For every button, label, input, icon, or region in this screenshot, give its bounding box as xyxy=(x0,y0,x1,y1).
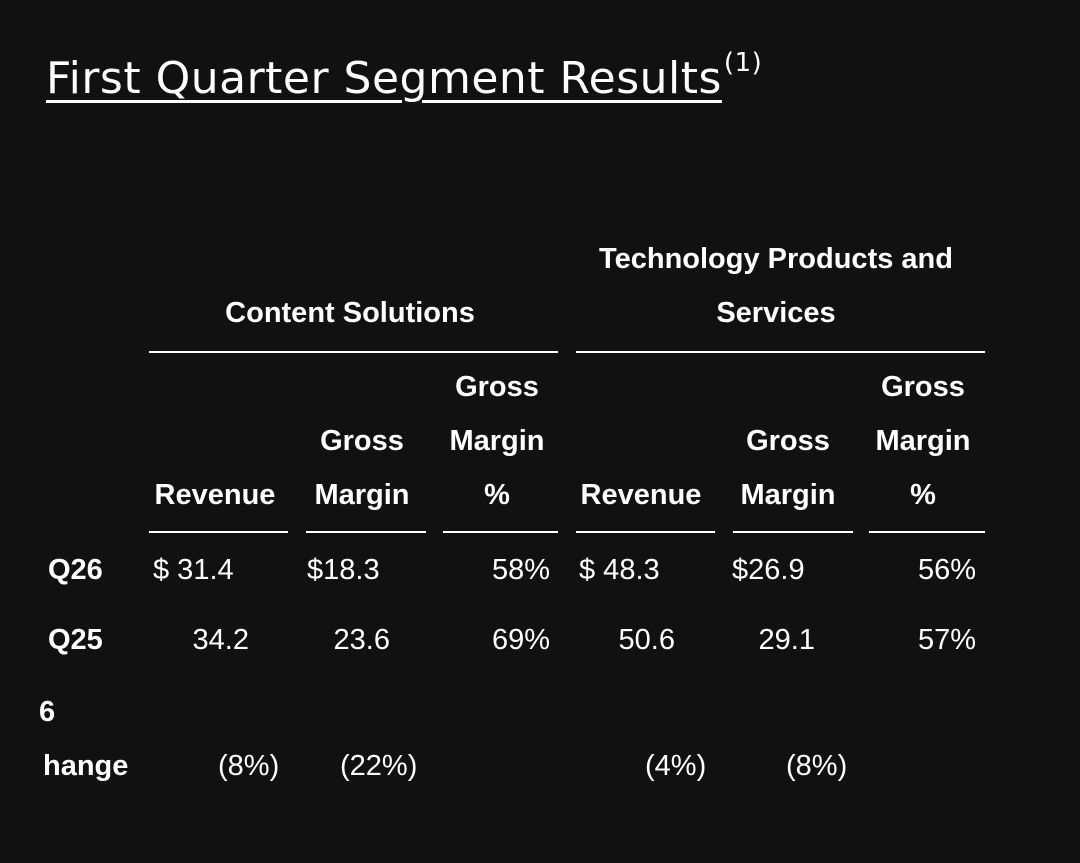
col-header-cs-gm-line1: Gross xyxy=(320,425,404,457)
col-header-cs-gmpct-line2: Margin xyxy=(449,425,545,457)
cell-cs-gm-pct: 69% xyxy=(491,624,550,656)
cell-tps-gross-margin-change: (8%) xyxy=(786,750,848,782)
cell-cs-gm-pct: 58% xyxy=(491,554,550,586)
segment-header-tps-line2: Services xyxy=(716,297,836,329)
col-header-tps-gmpct-line3: % xyxy=(910,479,936,511)
cell-tps-gm-pct: 57% xyxy=(917,624,976,656)
cell-tps-revenue: 50.6 xyxy=(618,624,675,656)
segment-rule-tps xyxy=(576,351,985,353)
col-header-tps-gm-line2: Margin xyxy=(740,479,836,511)
row-label: Q26 xyxy=(48,554,103,586)
cell-tps-gm-pct: 56% xyxy=(917,554,976,586)
cell-cs-gross-margin: 23.6 xyxy=(333,624,390,656)
col-header-tps-gmpct-line2: Margin xyxy=(875,425,971,457)
segment-header-tps-line1: Technology Products and xyxy=(599,243,953,275)
title-footnote: (1) xyxy=(723,48,763,78)
cell-cs-gross-margin: $18.3 xyxy=(307,554,380,586)
col-header-tps-gmpct-line1: Gross xyxy=(881,371,965,403)
cell-tps-gross-margin: 29.1 xyxy=(758,624,815,656)
col-header-tps-revenue: Revenue xyxy=(580,479,702,511)
cell-cs-revenue-change: (8%) xyxy=(218,750,280,782)
col-header-cs-gm-line2: Margin xyxy=(314,479,410,511)
col-header-cs-gmpct-line1: Gross xyxy=(455,371,539,403)
col-rule-tps-revenue xyxy=(576,531,715,533)
col-rule-cs-gmpct xyxy=(443,531,558,533)
segment-header-content-solutions: Content Solutions xyxy=(225,297,475,329)
col-rule-cs-revenue xyxy=(149,531,288,533)
row-label: Q25 xyxy=(48,624,103,656)
col-rule-tps-gmpct xyxy=(869,531,985,533)
col-header-cs-revenue: Revenue xyxy=(154,479,276,511)
cell-tps-revenue-change: (4%) xyxy=(645,750,707,782)
cell-cs-revenue: 34.2 xyxy=(192,624,249,656)
cell-cs-gross-margin-change: (22%) xyxy=(340,750,418,782)
col-header-tps-gm-line1: Gross xyxy=(746,425,830,457)
segment-rule-content-solutions xyxy=(149,351,558,353)
col-rule-tps-gm xyxy=(733,531,853,533)
change-label-line1: 6 xyxy=(39,696,56,728)
col-rule-cs-gm xyxy=(306,531,426,533)
col-header-cs-gmpct-line3: % xyxy=(484,479,510,511)
cell-tps-gross-margin: $26.9 xyxy=(732,554,805,586)
cell-tps-revenue: $ 48.3 xyxy=(579,554,660,586)
change-label-line2: hange xyxy=(43,750,129,782)
cell-cs-revenue: $ 31.4 xyxy=(153,554,234,586)
page-title: First Quarter Segment Results(1) xyxy=(46,48,762,104)
title-text: First Quarter Segment Results xyxy=(46,53,722,104)
